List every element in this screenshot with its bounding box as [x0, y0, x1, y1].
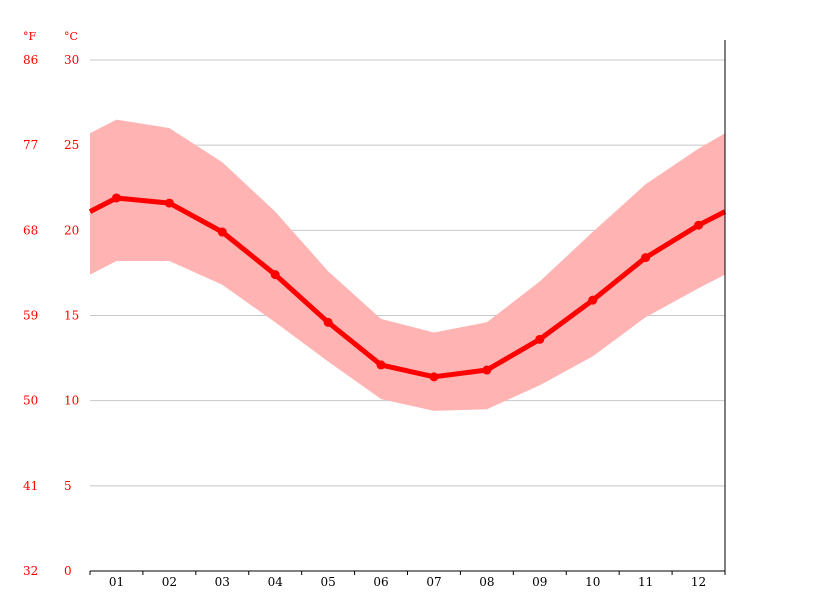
x-tick-label: 08 [479, 575, 494, 589]
celsius-unit-label: °C [64, 30, 78, 43]
temperature-point [641, 253, 651, 263]
y-tick-label-celsius: 30 [64, 53, 79, 67]
y-tick-label-fahrenheit: 59 [23, 309, 38, 323]
temperature-point [376, 360, 386, 370]
temperature-line [88, 193, 727, 382]
y-tick-label-fahrenheit: 32 [23, 564, 38, 578]
y-tick-label-fahrenheit: 68 [23, 223, 38, 237]
y-tick-label-celsius: 0 [64, 564, 72, 578]
y-tick-label-celsius: 15 [64, 309, 79, 323]
temperature-point [482, 365, 492, 375]
temperature-point [217, 227, 227, 237]
x-tick-label: 09 [532, 575, 547, 589]
temperature-point [535, 334, 545, 344]
temperature-point [111, 193, 121, 203]
y-tick-label-celsius: 20 [64, 223, 79, 237]
x-tick-label: 02 [162, 575, 177, 589]
x-tick-label: 12 [691, 575, 706, 589]
fahrenheit-unit-label: °F [23, 30, 37, 43]
x-tick-label: 04 [268, 575, 284, 589]
temperature-series-line [88, 195, 727, 380]
x-tick-label: 07 [426, 575, 441, 589]
y-tick-label-fahrenheit: 86 [23, 53, 38, 67]
x-tick-label: 01 [109, 575, 124, 589]
x-tick-label: 11 [638, 575, 653, 589]
temperature-point [270, 270, 280, 280]
y-tick-label-celsius: 25 [64, 138, 79, 152]
y-tick-label-celsius: 5 [64, 479, 72, 493]
y-tick-label-fahrenheit: 41 [23, 479, 38, 493]
temperature-point [694, 220, 704, 230]
axes [90, 40, 726, 572]
x-tick-label: 10 [585, 575, 600, 589]
temperature-range-band [90, 119, 725, 411]
x-tick-label: 05 [320, 575, 335, 589]
y-tick-label-celsius: 10 [64, 394, 79, 408]
temperature-band-area [90, 119, 725, 411]
temperature-point [164, 198, 174, 208]
temperature-point [429, 372, 439, 382]
x-tick-label: 03 [215, 575, 230, 589]
y-tick-label-fahrenheit: 77 [23, 138, 38, 152]
temperature-point [588, 295, 598, 305]
temperature-point [323, 317, 333, 327]
y-tick-label-fahrenheit: 50 [23, 394, 38, 408]
x-tick-label: 06 [373, 575, 388, 589]
